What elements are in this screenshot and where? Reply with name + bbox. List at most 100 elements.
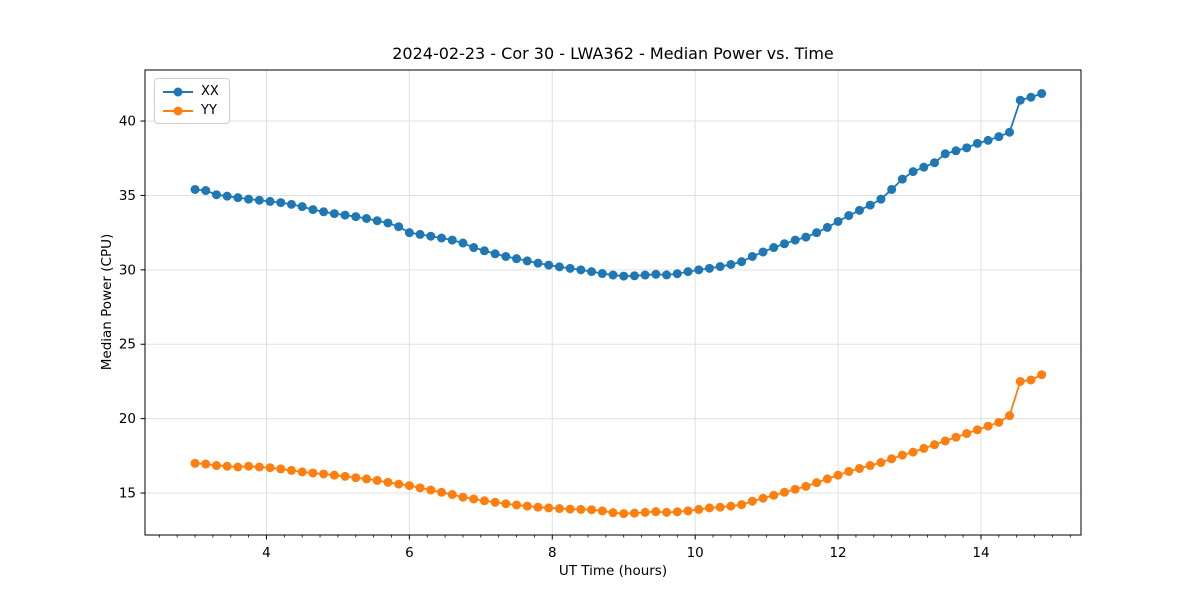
data-point <box>1026 92 1036 102</box>
data-point <box>833 470 843 480</box>
data-point <box>265 196 275 206</box>
data-point <box>490 497 500 507</box>
y-tick-label: 15 <box>119 486 136 502</box>
y-tick-label: 40 <box>119 114 136 130</box>
data-point <box>704 263 714 273</box>
data-point <box>437 233 447 243</box>
data-point <box>694 504 704 514</box>
data-point <box>437 487 447 497</box>
data-point <box>822 222 832 232</box>
data-point <box>512 500 522 510</box>
data-point <box>983 135 993 145</box>
data-point <box>726 501 736 511</box>
data-point <box>812 478 822 488</box>
data-point <box>533 258 543 268</box>
data-point <box>576 504 586 514</box>
data-point <box>940 436 950 446</box>
data-point <box>608 270 618 280</box>
data-point <box>908 447 918 457</box>
data-point <box>522 501 532 511</box>
data-point <box>919 443 929 453</box>
data-point <box>565 504 575 514</box>
data-point <box>865 200 875 210</box>
data-point <box>544 260 554 270</box>
data-point <box>544 503 554 513</box>
data-point <box>222 191 232 201</box>
data-point <box>597 506 607 516</box>
legend-entry-YY: YY <box>163 104 219 117</box>
x-tick-label: 14 <box>972 545 989 561</box>
data-point <box>844 211 854 221</box>
data-point <box>865 461 875 471</box>
data-point <box>801 481 811 491</box>
data-point <box>619 509 629 519</box>
data-point <box>276 198 286 208</box>
data-point <box>447 490 457 500</box>
data-point <box>383 218 393 228</box>
series-YY <box>190 370 1047 519</box>
data-point <box>201 459 211 469</box>
data-point <box>190 184 200 194</box>
legend-line-marker-icon <box>163 87 193 97</box>
data-point <box>587 505 597 515</box>
data-point <box>930 440 940 450</box>
data-point <box>1015 376 1025 386</box>
data-point <box>1037 370 1047 380</box>
data-point <box>383 477 393 487</box>
data-point <box>1005 127 1015 137</box>
data-point <box>876 194 886 204</box>
data-point <box>672 507 682 517</box>
data-point <box>919 162 929 172</box>
data-point <box>715 262 725 272</box>
data-point <box>233 193 243 203</box>
data-point <box>404 228 414 238</box>
data-point <box>769 243 779 253</box>
y-tick-label: 35 <box>119 188 136 204</box>
data-point <box>554 262 564 272</box>
data-point <box>254 462 264 472</box>
data-point <box>1015 95 1025 105</box>
data-point <box>1005 411 1015 421</box>
data-point <box>319 207 329 217</box>
data-point <box>983 421 993 431</box>
y-tick-label: 20 <box>119 411 136 427</box>
data-point <box>351 212 361 222</box>
data-point <box>737 257 747 267</box>
legend-line-marker-icon <box>163 106 193 116</box>
data-point <box>297 467 307 477</box>
chart-title: 2024-02-23 - Cor 30 - LWA362 - Median Po… <box>392 44 834 63</box>
data-point <box>737 500 747 510</box>
data-point <box>233 462 243 472</box>
data-point <box>651 507 661 517</box>
data-point <box>447 235 457 245</box>
data-point <box>897 174 907 184</box>
data-point <box>565 263 575 273</box>
data-point <box>362 474 371 484</box>
data-point <box>608 508 618 518</box>
data-point <box>1026 375 1036 385</box>
data-point <box>286 199 296 209</box>
x-tick-label: 6 <box>405 545 414 561</box>
legend-entry-XX: XX <box>163 85 219 98</box>
data-point <box>533 502 543 512</box>
data-point <box>554 504 564 514</box>
data-point <box>469 243 479 253</box>
data-point <box>704 503 714 513</box>
data-point <box>265 463 275 473</box>
data-point <box>715 502 725 512</box>
data-point <box>415 483 425 493</box>
data-point <box>951 146 961 156</box>
data-point <box>908 167 918 177</box>
data-point <box>211 190 221 200</box>
data-point <box>855 463 864 473</box>
data-point <box>962 429 972 439</box>
data-point <box>1037 89 1047 99</box>
data-point <box>940 149 950 159</box>
data-point <box>629 508 639 518</box>
data-point <box>790 484 800 494</box>
y-tick-label: 30 <box>119 262 136 278</box>
data-point <box>244 461 254 471</box>
y-tick-label: 25 <box>119 337 136 353</box>
data-point <box>329 209 339 219</box>
